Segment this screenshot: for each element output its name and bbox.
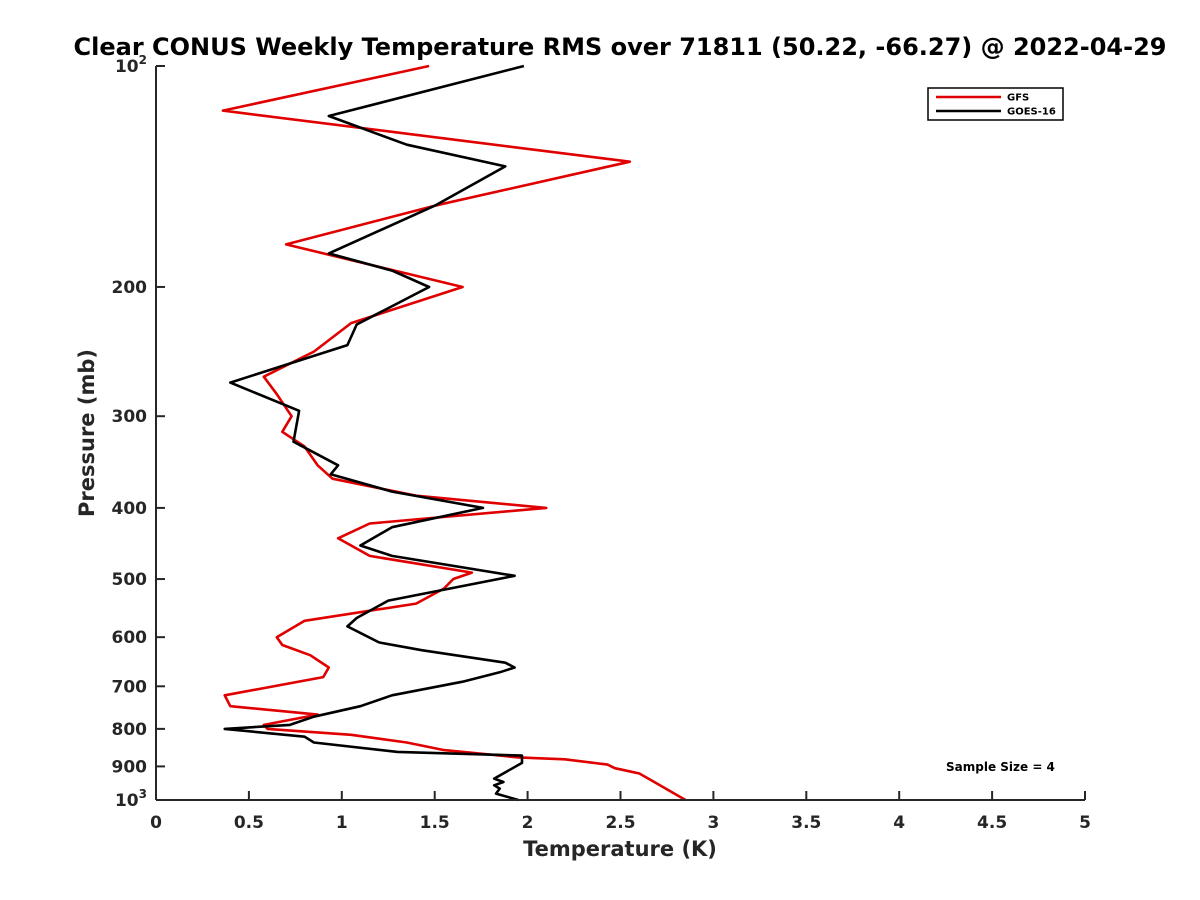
x-tick-label: 5 bbox=[1079, 813, 1091, 833]
legend-label-goes16: GOES-16 bbox=[1007, 107, 1056, 118]
legend-box bbox=[927, 87, 1064, 121]
x-axis-label: Temperature (K) bbox=[523, 837, 717, 861]
y-tick-label: 800 bbox=[112, 720, 148, 740]
x-tick-label: 0.5 bbox=[234, 813, 264, 833]
legend: GFS GOES-16 bbox=[927, 87, 1064, 121]
x-tick-label: 4 bbox=[893, 813, 905, 833]
x-tick-label: 1.5 bbox=[420, 813, 450, 833]
x-tick-label: 3 bbox=[707, 813, 719, 833]
x-tick-label: 4.5 bbox=[977, 813, 1007, 833]
plot-area bbox=[221, 64, 687, 802]
x-tick-label: 1 bbox=[336, 813, 348, 833]
y-tick-label: 600 bbox=[112, 628, 148, 648]
x-tick-label: 2.5 bbox=[605, 813, 635, 833]
y-axis: 102 200 300 400 500 600 700 800 900 103 bbox=[112, 53, 165, 811]
y-tick-label: 300 bbox=[112, 407, 148, 427]
y-tick-label: 400 bbox=[112, 499, 148, 519]
x-tick-label: 3.5 bbox=[791, 813, 821, 833]
legend-label-gfs: GFS bbox=[1007, 93, 1029, 104]
y-tick-label: 102 bbox=[115, 53, 147, 77]
x-tick-label: 2 bbox=[522, 813, 534, 833]
y-tick-label: 700 bbox=[112, 677, 148, 697]
y-tick-label: 200 bbox=[112, 278, 148, 298]
x-axis: 0 0.5 1 1.5 2 2.5 3 3.5 4 4.5 5 bbox=[150, 791, 1091, 833]
sample-size-annotation: Sample Size = 4 bbox=[946, 760, 1055, 774]
y-axis-label: Pressure (mb) bbox=[75, 349, 99, 517]
y-tick-label: 500 bbox=[112, 570, 148, 590]
series-line-gfs bbox=[221, 64, 687, 802]
y-tick-label: 900 bbox=[112, 757, 148, 777]
x-tick-label: 0 bbox=[150, 813, 162, 833]
series-line-goes16 bbox=[223, 64, 525, 802]
y-tick-label: 103 bbox=[115, 787, 147, 811]
chart-title: Clear CONUS Weekly Temperature RMS over … bbox=[74, 33, 1167, 61]
